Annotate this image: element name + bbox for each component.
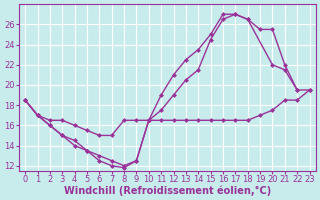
- X-axis label: Windchill (Refroidissement éolien,°C): Windchill (Refroidissement éolien,°C): [64, 185, 271, 196]
